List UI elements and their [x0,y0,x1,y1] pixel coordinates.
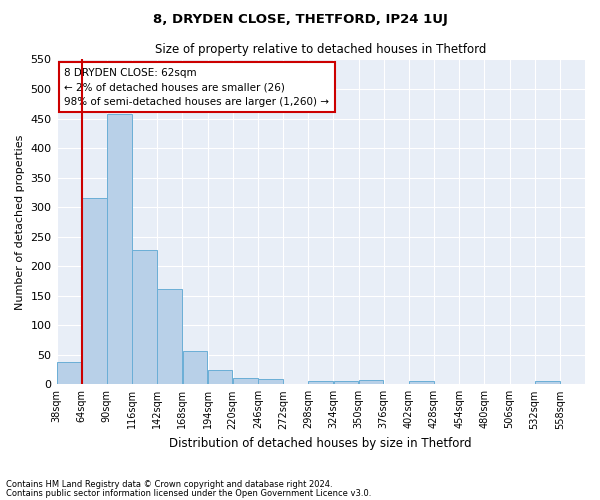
Bar [308,382,333,384]
Text: Contains public sector information licensed under the Open Government Licence v3: Contains public sector information licen… [6,488,371,498]
Bar [258,379,283,384]
Bar [208,370,232,384]
Bar [57,362,82,384]
Bar [359,380,383,384]
Title: Size of property relative to detached houses in Thetford: Size of property relative to detached ho… [155,42,487,56]
Bar [233,378,257,384]
Bar [182,350,207,384]
Bar [107,114,132,384]
Text: 8 DRYDEN CLOSE: 62sqm
← 2% of detached houses are smaller (26)
98% of semi-detac: 8 DRYDEN CLOSE: 62sqm ← 2% of detached h… [64,68,329,107]
Bar [157,289,182,384]
Bar [82,198,107,384]
Bar [409,381,434,384]
Bar [535,382,560,384]
Text: Contains HM Land Registry data © Crown copyright and database right 2024.: Contains HM Land Registry data © Crown c… [6,480,332,489]
Y-axis label: Number of detached properties: Number of detached properties [15,134,25,310]
Bar [132,250,157,384]
Text: 8, DRYDEN CLOSE, THETFORD, IP24 1UJ: 8, DRYDEN CLOSE, THETFORD, IP24 1UJ [152,12,448,26]
X-axis label: Distribution of detached houses by size in Thetford: Distribution of detached houses by size … [169,437,472,450]
Bar [334,381,358,384]
